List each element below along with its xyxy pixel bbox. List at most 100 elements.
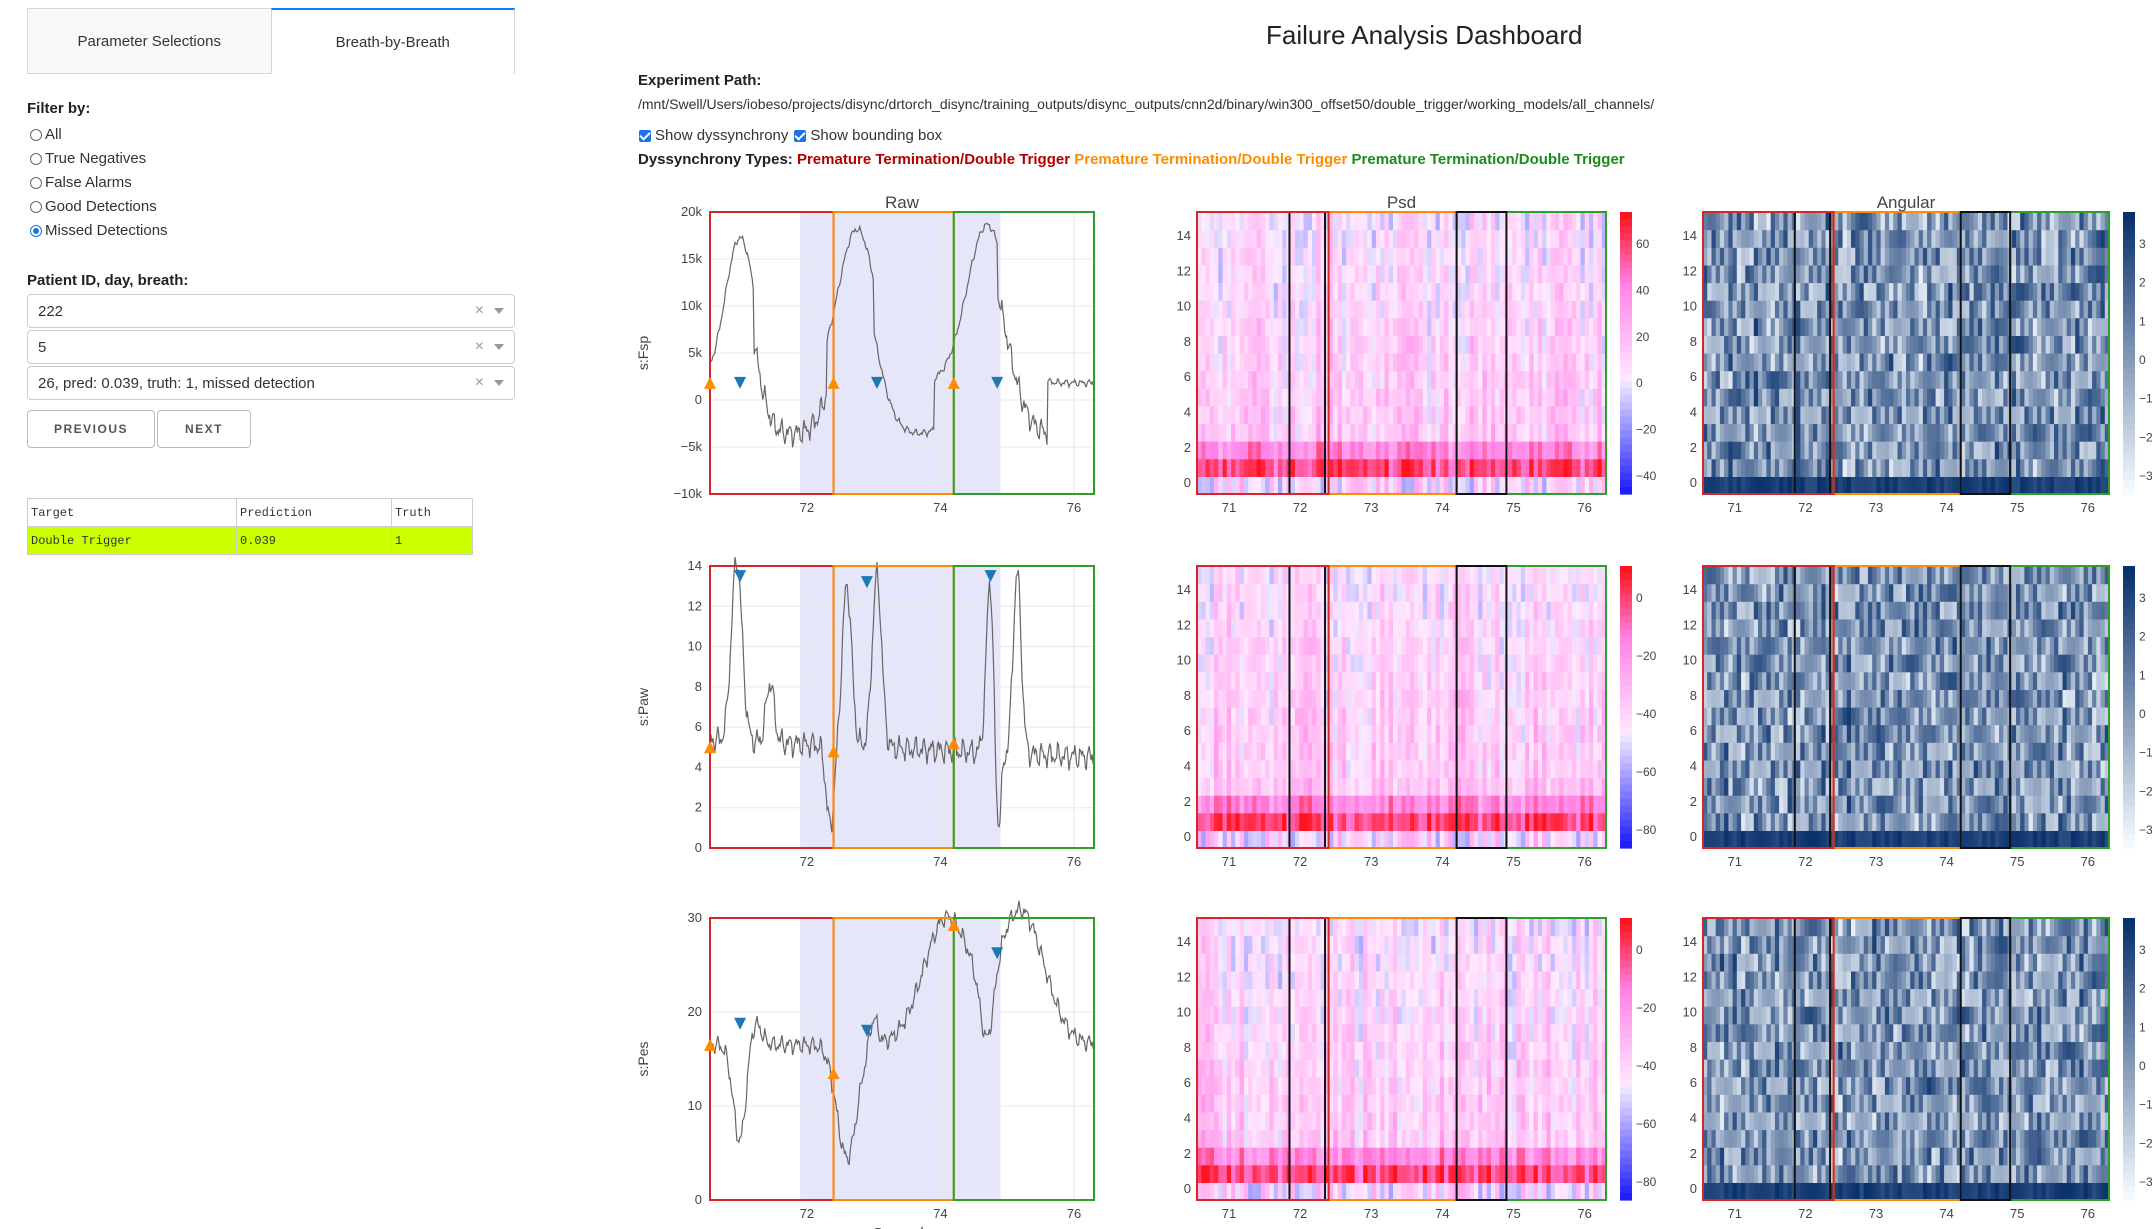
- heatmap-cell: [1431, 458, 1437, 477]
- heatmap-cell: [1214, 812, 1219, 831]
- heatmap-cell: [1559, 988, 1564, 1007]
- radio-good-detections[interactable]: Good Detections: [30, 198, 157, 215]
- heatmap-cell: [1367, 1094, 1373, 1113]
- radio-button[interactable]: [30, 176, 42, 189]
- heatmap-cell: [1601, 1129, 1607, 1148]
- heatmap-cell: [1456, 1111, 1462, 1131]
- heatmap-cell: [1499, 1059, 1505, 1078]
- chevron-down-icon[interactable]: [494, 344, 504, 350]
- heatmap-cell: [1265, 918, 1271, 937]
- heatmap-cell: [1269, 212, 1275, 231]
- show-dyssynchrony-checkbox[interactable]: [639, 129, 651, 142]
- heatmap-cell: [1320, 970, 1326, 990]
- heatmap-cell: [1201, 423, 1207, 442]
- radio-missed-detections[interactable]: Missed Detections: [30, 222, 168, 239]
- heatmap-cell: [1333, 1129, 1339, 1148]
- radio-button-selected[interactable]: [30, 224, 42, 237]
- breath-dropdown[interactable]: 26, pred: 0.039, truth: 1, missed detect…: [27, 366, 515, 400]
- radio-false-alarms[interactable]: False Alarms: [30, 174, 132, 191]
- heatmap-cell: [1478, 970, 1484, 990]
- signal-line: [709, 222, 1095, 448]
- heatmap-cell: [1354, 689, 1360, 708]
- heatmap-cell: [1439, 777, 1445, 796]
- heatmap-cell: [1593, 335, 1599, 354]
- chevron-down-icon[interactable]: [494, 380, 504, 386]
- heatmap-cell: [1486, 1006, 1492, 1025]
- heatmap-cell: [1367, 795, 1373, 814]
- heatmap-cell: [1363, 1023, 1369, 1042]
- heatmap-cell: [1209, 671, 1215, 690]
- radio-label: Missed Detections: [45, 222, 168, 239]
- radio-true-negatives[interactable]: True Negatives: [30, 150, 146, 167]
- heatmap-cell: [1197, 601, 1202, 620]
- heatmap-cell: [1197, 1147, 1202, 1166]
- heatmap-cell: [1542, 1164, 1547, 1183]
- heatmap-cell: [1282, 759, 1288, 779]
- heatmap-cell: [1363, 353, 1369, 372]
- heatmap-cell: [1226, 689, 1232, 708]
- colorbar-segment: [1620, 240, 1632, 248]
- heatmap-cell: [1277, 654, 1283, 673]
- heatmap-cell: [1418, 247, 1424, 266]
- heatmap-cell: [1397, 918, 1403, 937]
- heatmap-cell: [1218, 742, 1224, 761]
- heatmap-cell: [1324, 212, 1330, 231]
- heatmap-cell: [1222, 1147, 1228, 1166]
- heatmap-cell: [1273, 654, 1279, 673]
- heatmap-cell: [1273, 1182, 1279, 1201]
- heatmap-cell: [1550, 1041, 1556, 1060]
- heatmap-cell: [1265, 212, 1271, 231]
- heatmap-cell: [1601, 1111, 1607, 1131]
- radio-button[interactable]: [30, 152, 42, 165]
- next-button[interactable]: NEXT: [157, 410, 251, 448]
- heatmap-cell: [1316, 1006, 1322, 1025]
- clear-icon[interactable]: ×: [474, 302, 484, 319]
- heatmap-cell: [1461, 370, 1466, 389]
- heatmap-cell: [1214, 777, 1219, 796]
- heatmap-cell: [1307, 988, 1313, 1007]
- colorbar-segment: [1620, 918, 1632, 926]
- heatmap-cell: [1235, 370, 1241, 389]
- heatmap-cell: [1482, 566, 1488, 585]
- tab-breath-by-breath[interactable]: Breath-by-Breath: [270, 8, 515, 74]
- clear-icon[interactable]: ×: [474, 374, 484, 391]
- heatmap-cell: [1508, 1059, 1513, 1078]
- show-bounding-box-checkbox[interactable]: [794, 129, 807, 142]
- table-row[interactable]: Double Trigger 0.039 1: [27, 526, 473, 555]
- heatmap-cell: [1218, 654, 1224, 673]
- heatmap-cell: [1580, 1076, 1586, 1095]
- heatmap-cell: [1384, 1006, 1390, 1025]
- heatmap-cell: [1367, 388, 1373, 407]
- heatmap-cell: [1312, 795, 1317, 814]
- heatmap-cell: [1243, 317, 1249, 336]
- heatmap-cell: [1414, 441, 1420, 460]
- colorbar-segment: [1620, 995, 1632, 1004]
- heatmap-cell: [1529, 458, 1535, 477]
- tick-label: −20: [1636, 423, 1657, 437]
- heatmap-cell: [1265, 1076, 1271, 1095]
- radio-button[interactable]: [30, 128, 42, 141]
- heatmap-cell: [1456, 953, 1462, 972]
- heatmap-cell: [1473, 1023, 1479, 1042]
- heatmap-cell: [1439, 953, 1445, 972]
- clear-icon[interactable]: ×: [474, 338, 484, 355]
- heatmap-cell: [1388, 583, 1394, 602]
- heatmap-cell: [1256, 370, 1262, 389]
- heatmap-cell: [1448, 636, 1454, 655]
- heatmap-cell: [1508, 1006, 1513, 1025]
- day-dropdown[interactable]: 5 ×: [27, 330, 515, 364]
- heatmap-cell: [1405, 812, 1411, 831]
- radio-button[interactable]: [30, 200, 42, 213]
- patient-id-dropdown[interactable]: 222 ×: [27, 294, 515, 328]
- heatmap-cell: [1209, 1041, 1215, 1060]
- tab-parameter-selections[interactable]: Parameter Selections: [27, 8, 271, 74]
- heatmap-cell: [1448, 1006, 1454, 1025]
- heatmap-cell: [1350, 1023, 1356, 1042]
- previous-button[interactable]: PREVIOUS: [27, 410, 155, 448]
- radio-all[interactable]: All: [30, 126, 62, 143]
- heatmap-cell: [1282, 970, 1288, 990]
- heatmap-cell: [1341, 953, 1347, 972]
- chevron-down-icon[interactable]: [494, 308, 504, 314]
- heatmap-cell: [1508, 458, 1513, 477]
- heatmap-cell: [1567, 441, 1573, 460]
